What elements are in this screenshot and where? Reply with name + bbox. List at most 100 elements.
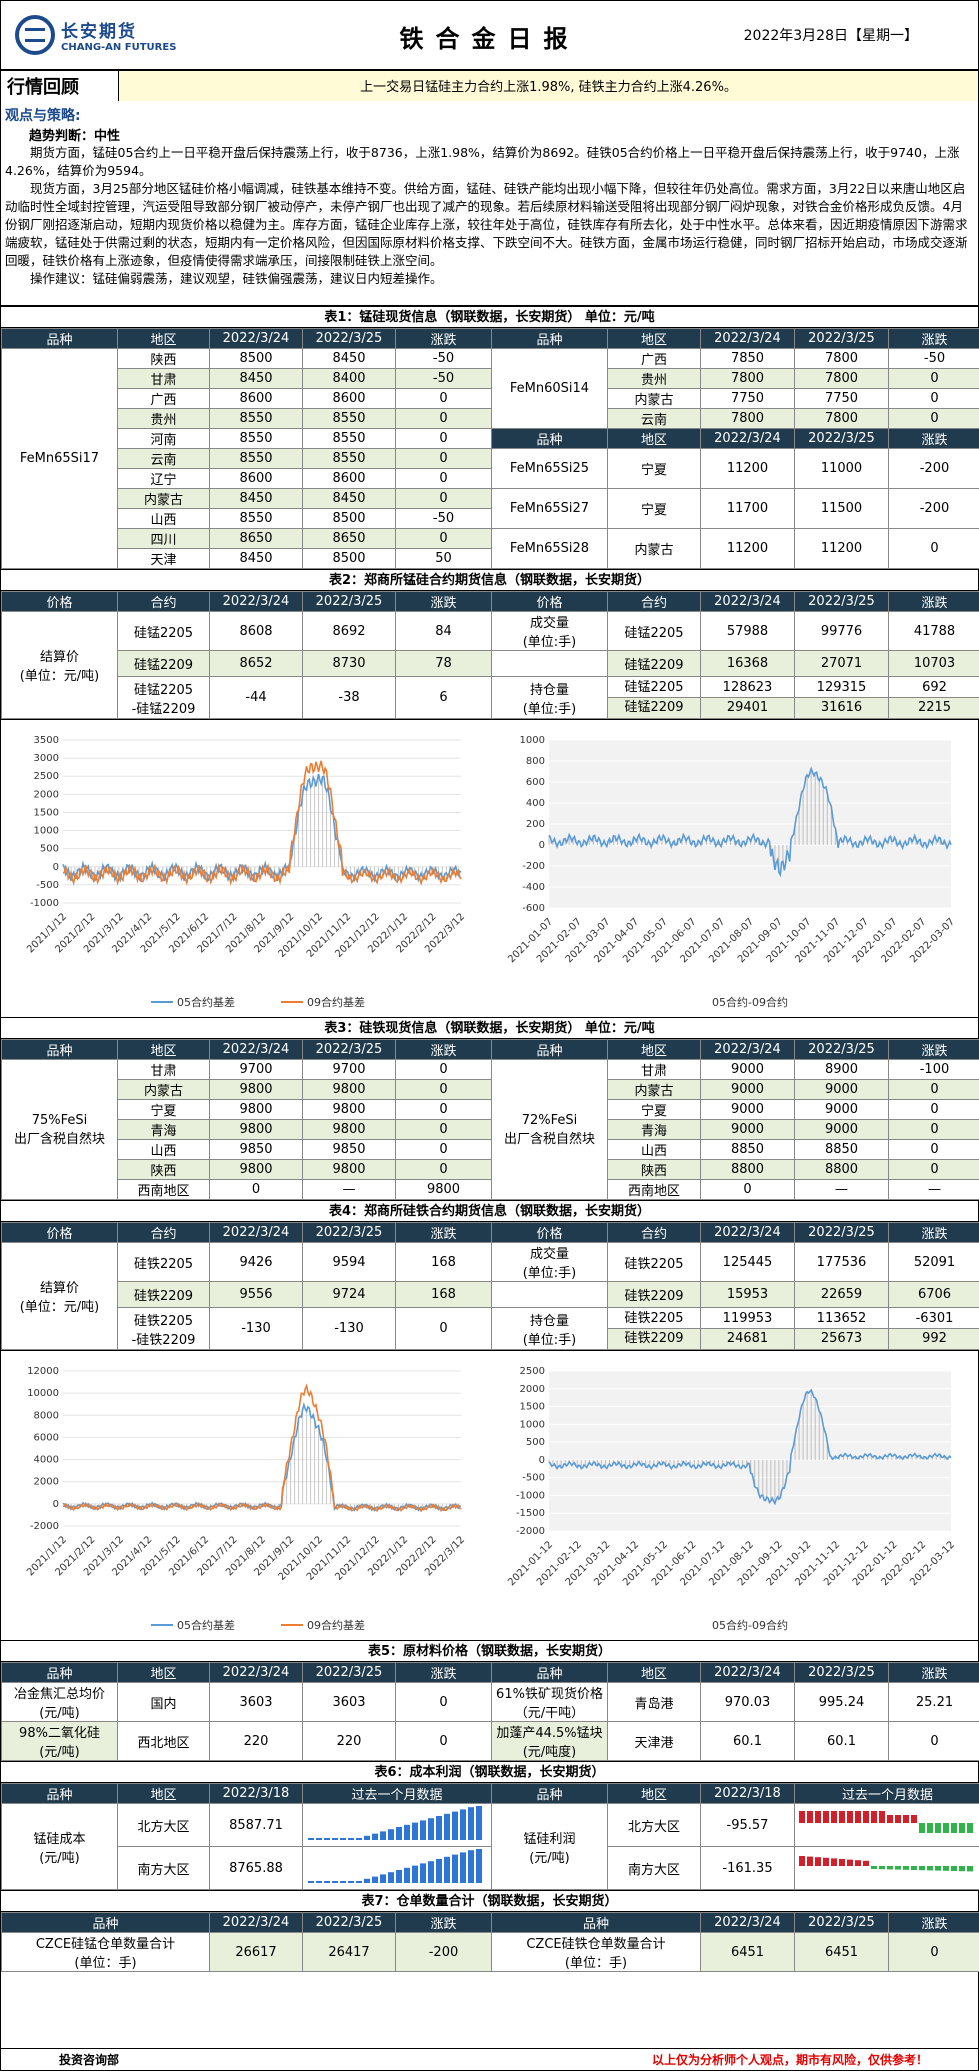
column-header: 涨跌 [395, 1662, 492, 1683]
spark-bar [967, 1823, 973, 1833]
spread-line [548, 766, 952, 878]
table-cell: 220 [209, 1721, 303, 1761]
spark-bar [324, 1838, 330, 1840]
column-header: 2022/3/25 [794, 1912, 889, 1933]
table-row: 甘肃 8450 8400 -50 贵州 7800 7800 0 [2, 368, 979, 389]
y-tick-label: -2000 [30, 1521, 59, 1532]
table-cell: 26617 [209, 1932, 303, 1972]
table-cell: 6451 [700, 1932, 795, 1972]
spark-bar [895, 1815, 901, 1823]
column-header: 品种 [1, 328, 118, 349]
column-header: 品种 [1, 1783, 118, 1804]
spark-bar [460, 1852, 466, 1883]
table-cell: 9724 [302, 1281, 396, 1308]
column-header: 2022/3/24 [209, 1912, 303, 1933]
table-header-row: 品种 地区 2022/3/18 过去一个月数据 品种 地区 2022/3/18 过去一个月数据 [1, 1783, 979, 1804]
table-cell: 0 [888, 1932, 979, 1972]
table-cell: 995.24 [794, 1682, 889, 1722]
column-header: 价格 [1, 1222, 118, 1243]
table-cell: 8800 [700, 1159, 795, 1180]
table-cell: 177536 [794, 1242, 889, 1282]
spark-bar [476, 1806, 482, 1840]
table-cell: 0 [395, 1059, 492, 1080]
oi-label: 持仓量 (单位:手) [491, 1307, 608, 1350]
spark-bar [404, 1824, 410, 1840]
table-row: 广西 8600 8600 0 内蒙古 7750 7750 0 [2, 388, 979, 409]
series-line-09 [62, 760, 462, 886]
column-header: 2022/3/25 [302, 1222, 396, 1243]
spark-bar [847, 1859, 853, 1866]
table-cell: 11500 [794, 488, 889, 529]
table-cell: -6301 992 [888, 1307, 979, 1350]
column-header: 2022/3/24 [700, 328, 795, 349]
table-cell: 26417 [302, 1932, 396, 1972]
table-cell: 8550 [209, 428, 303, 449]
table-cell: 3603 [302, 1682, 396, 1722]
table-cell: 8450 [209, 488, 303, 509]
table-cell: 9800 [395, 1179, 492, 1200]
table-cell: 0 [395, 1119, 492, 1140]
table-cell: 9800 [209, 1159, 303, 1180]
table-cell: 9000 [700, 1119, 795, 1140]
series-line-05 [62, 1401, 462, 1512]
table-cell: 青海 [117, 1119, 210, 1140]
trend-judgement: 趋势判断：中性 [29, 129, 121, 144]
spark-bar [364, 1878, 370, 1883]
table-cell: 宁夏 [607, 448, 701, 489]
table-cell: 128623 29401 [700, 676, 795, 719]
table-cell: 冶金焦汇总均价 (元/吨) [1, 1682, 118, 1722]
table-row: 硅锰2209 8652 8730 78 硅锰2209 16368 27071 10703 [2, 650, 979, 677]
y-tick-label: 1500 [34, 807, 59, 818]
chart-fesi-spread: 2500 2000 1500 1000 500 0 -500 -1000 -1500 -2000 2… [491, 1351, 979, 1641]
review-text: 上一交易日锰硅主力合约上涨1.98%, 硅铁主力合约上涨4.26%。 [119, 70, 978, 101]
table-cell: -38 [302, 676, 396, 719]
table2-mnsi-futures: 价格 合约 2022/3/24 2022/3/25 涨跌 价格 合约 2022/3/24 202… [1, 591, 979, 719]
column-header: 地区 [117, 1783, 210, 1804]
table-cell: -6301 [889, 1309, 979, 1329]
table-cell: 硅锰2205 硅锰2209 [607, 676, 701, 719]
table-cell: 8652 [209, 650, 303, 677]
table-row: 内蒙古 8450 8450 0 FeMn65Si27 宁夏 11700 11500 -200 [2, 488, 979, 529]
table-cell: 11200 [794, 528, 889, 569]
chart-mnsi-spread: 1000 800 600 400 200 0 -200 -400 -600 2021-01-07 2… [491, 720, 979, 1018]
table-cell: 9594 [302, 1242, 396, 1282]
spark-bar [452, 1811, 458, 1840]
column-header: 品种 [1, 1662, 118, 1683]
y-tick-label: 0 [539, 1455, 545, 1466]
table-cell: 0 [888, 1119, 979, 1140]
table-cell: 60.1 [794, 1721, 889, 1761]
y-tick-label: -400 [522, 882, 545, 893]
spread-line [548, 1388, 952, 1506]
table-cell: 内蒙古 [117, 488, 210, 509]
spark-bar [855, 1860, 861, 1866]
column-header: 2022/3/24 [700, 1912, 795, 1933]
table-cell: FeMn65Si25 [491, 448, 608, 489]
table-cell: 贵州 [117, 408, 210, 429]
table-cell: 11700 [700, 488, 795, 529]
spark-bar [308, 1881, 314, 1883]
table-cell: 25673 [795, 1329, 888, 1349]
profit-sparkline [799, 1856, 973, 1872]
table-cell: 0 [395, 488, 492, 509]
report-title: 铁合金日报 [399, 25, 580, 53]
legend-label: 09合约基差 [307, 995, 365, 1009]
table-row: 山西 8550 8500 -50 [2, 508, 979, 529]
column-header: 地区 [607, 1662, 701, 1683]
table-cell: 129315 [795, 678, 888, 698]
logo-icon [15, 15, 55, 55]
column-header: 2022/3/25 [302, 1039, 396, 1060]
company-logo: 长安期货 CHANG-AN FUTURES [1, 15, 201, 55]
spark-bar [428, 1818, 434, 1840]
volume-label: 成交量 (单位:手) [491, 1242, 608, 1282]
table-cell: 辽宁 [117, 468, 210, 489]
column-header: 涨跌 [888, 1662, 979, 1683]
table-cell: 24681 [701, 1329, 794, 1349]
table-cell: 41788 [888, 611, 979, 651]
table-cell: 9700 [209, 1059, 303, 1080]
y-tick-label: 6000 [34, 1432, 59, 1443]
spark-bar [927, 1823, 933, 1833]
table-cell: 7800 [794, 408, 889, 429]
column-header: 2022/3/25 [794, 1039, 889, 1060]
spark-bar [364, 1835, 370, 1840]
strategy-advice: 操作建议：锰硅偏弱震荡，建议观望，硅铁偏强震荡，建议日内短差操作。 [30, 271, 443, 286]
